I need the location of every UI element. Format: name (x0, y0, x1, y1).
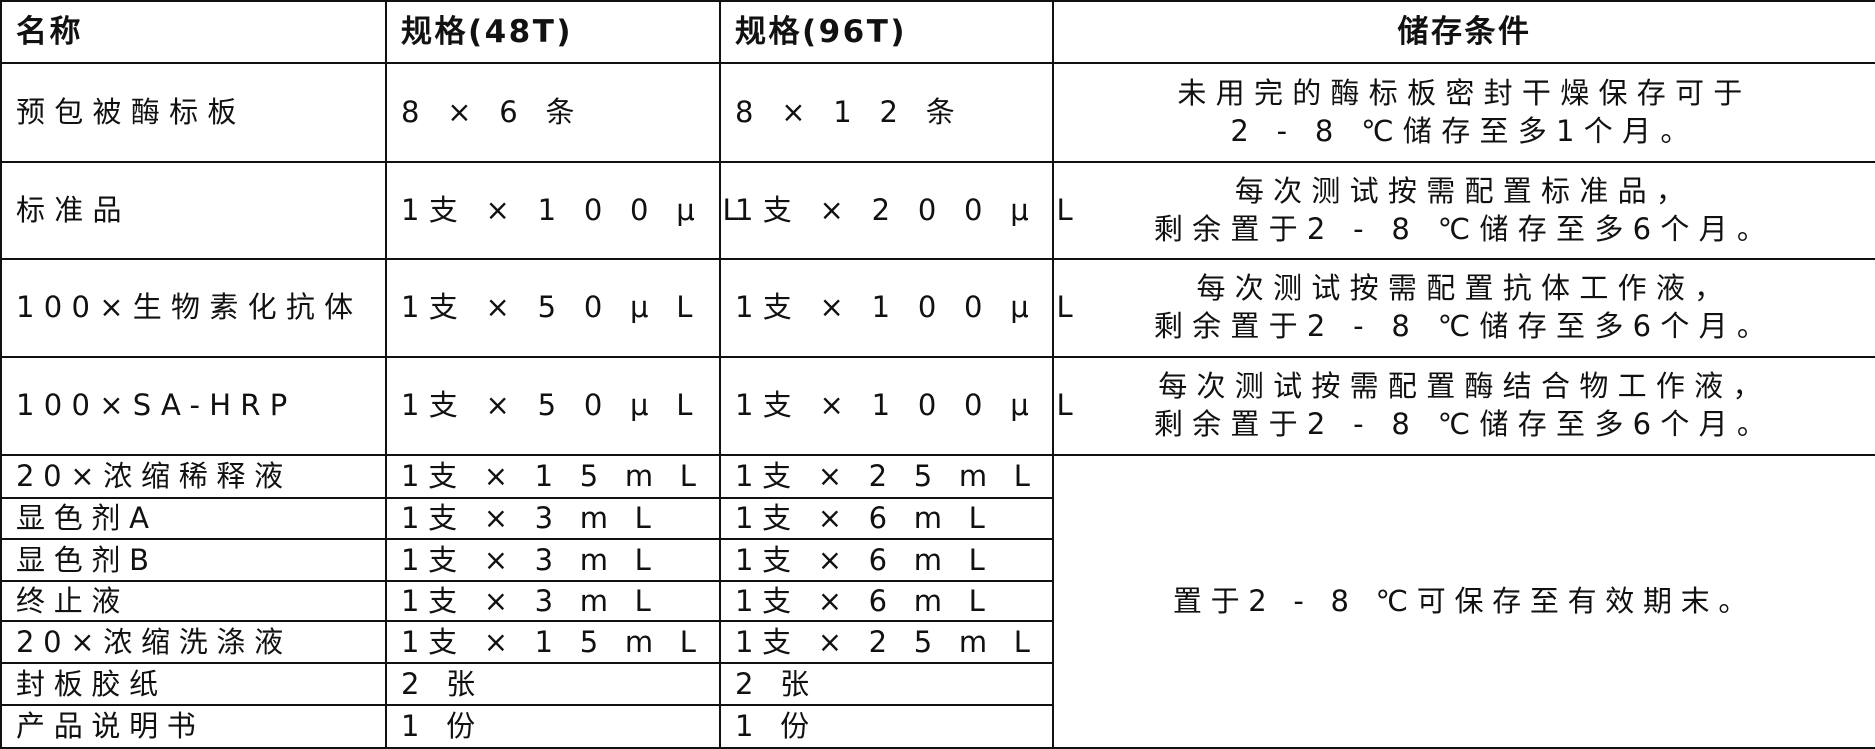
spec-48t: 1支 × 5 0 μ L (385, 258, 721, 358)
spec-96t: 1 份 (719, 704, 1054, 749)
item-name: 显色剂B (0, 538, 387, 582)
table-row: 20×浓缩稀释液 1支 × 1 5 m L 1支 × 2 5 m L 置于2 - 8 … (0, 454, 1875, 749)
storage-line: 每次测试按需配置标准品， (1234, 173, 1695, 208)
table-row: 终止液 1支 × 3 m L 1支 × 6 m L (0, 580, 1875, 622)
item-name: 预包被酶标板 (0, 62, 387, 163)
spec-48t: 1 份 (385, 704, 721, 749)
storage-line: 2 - 8 ℃储存至多1个月。 (1230, 113, 1699, 148)
item-name: 显色剂A (0, 497, 387, 540)
storage-line: 未用完的酶标板密封干燥保存可于 (1177, 75, 1752, 110)
spec-96t: 1支 × 6 m L (719, 580, 1054, 622)
storage-condition-merged: 置于2 - 8 ℃可保存至有效期末。 (1052, 454, 1875, 749)
item-name: 20×浓缩稀释液 (0, 454, 387, 499)
spec-48t: 2 张 (385, 662, 721, 706)
spec-48t: 1支 × 3 m L (385, 538, 721, 582)
header-storage: 储存条件 (1052, 0, 1875, 64)
storage-condition: 未用完的酶标板密封干燥保存可于 2 - 8 ℃储存至多1个月。 (1052, 62, 1875, 163)
table-row: 标准品 1支 × 1 0 0 μ L 1支 × 2 0 0 μ L 每次测试按需配置标… (0, 161, 1875, 260)
item-name: 标准品 (0, 161, 387, 260)
spec-96t: 1支 × 1 0 0 μ L (719, 356, 1073, 456)
storage-condition: 每次测试按需配置酶结合物工作液， 剩余置于2 - 8 ℃储存至多6个月。 (1052, 356, 1875, 456)
spec-96t: 1支 × 6 m L (719, 497, 1054, 540)
spec-48t: 1支 × 1 5 m L (385, 620, 721, 664)
item-name: 100×SA-HRP (0, 356, 387, 456)
spec-96t: 1支 × 2 5 m L (719, 454, 1054, 499)
spec-96t: 1支 × 6 m L (719, 538, 1054, 582)
storage-line: 每次测试按需配置酶结合物工作液， (1158, 369, 1771, 404)
storage-condition: 每次测试按需配置抗体工作液， 剩余置于2 - 8 ℃储存至多6个月。 (1052, 258, 1875, 358)
table-row: 显色剂A 1支 × 3 m L 1支 × 6 m L (0, 497, 1875, 540)
spec-96t: 2 张 (719, 662, 1054, 706)
header-name: 名称 (0, 0, 387, 64)
table-row: 100×SA-HRP 1支 × 5 0 μ L 1支 × 1 0 0 μ L 每次测试… (0, 356, 1875, 456)
storage-line: 剩余置于2 - 8 ℃储存至多6个月。 (1153, 211, 1776, 246)
spec-48t: 1支 × 5 0 μ L (385, 356, 721, 456)
spec-48t: 1支 × 1 0 0 μ L (385, 161, 739, 260)
spec-48t: 1支 × 3 m L (385, 580, 721, 622)
storage-line: 每次测试按需配置抗体工作液， (1196, 271, 1733, 306)
spec-96t: 1支 × 2 5 m L (719, 620, 1054, 664)
spec-96t: 8 × 1 2 条 (719, 62, 1054, 163)
spec-96t: 1支 × 2 0 0 μ L (719, 161, 1073, 260)
header-spec-48t: 规格(48T) (385, 0, 721, 64)
spec-48t: 1支 × 3 m L (385, 497, 721, 540)
storage-line: 剩余置于2 - 8 ℃储存至多6个月。 (1153, 407, 1776, 441)
item-name: 100×生物素化抗体 (0, 258, 387, 358)
item-name: 产品说明书 (0, 704, 387, 749)
spec-96t: 1支 × 1 0 0 μ L (719, 258, 1073, 358)
storage-condition: 每次测试按需配置标准品， 剩余置于2 - 8 ℃储存至多6个月。 (1052, 161, 1875, 260)
spec-48t: 1支 × 1 5 m L (385, 454, 721, 499)
table-header-row: 名称 规格(48T) 规格(96T) 储存条件 (0, 0, 1875, 64)
table-row: 显色剂B 1支 × 3 m L 1支 × 6 m L (0, 538, 1875, 582)
item-name: 封板胶纸 (0, 662, 387, 706)
storage-line: 剩余置于2 - 8 ℃储存至多6个月。 (1153, 309, 1776, 343)
header-spec-96t: 规格(96T) (719, 0, 1054, 64)
table-row: 20×浓缩洗涤液 1支 × 1 5 m L 1支 × 2 5 m L (0, 620, 1875, 664)
table-row: 100×生物素化抗体 1支 × 5 0 μ L 1支 × 1 0 0 μ L 每次测试… (0, 258, 1875, 358)
item-name: 20×浓缩洗涤液 (0, 620, 387, 664)
item-name: 终止液 (0, 580, 387, 622)
spec-48t: 8 × 6 条 (385, 62, 721, 163)
